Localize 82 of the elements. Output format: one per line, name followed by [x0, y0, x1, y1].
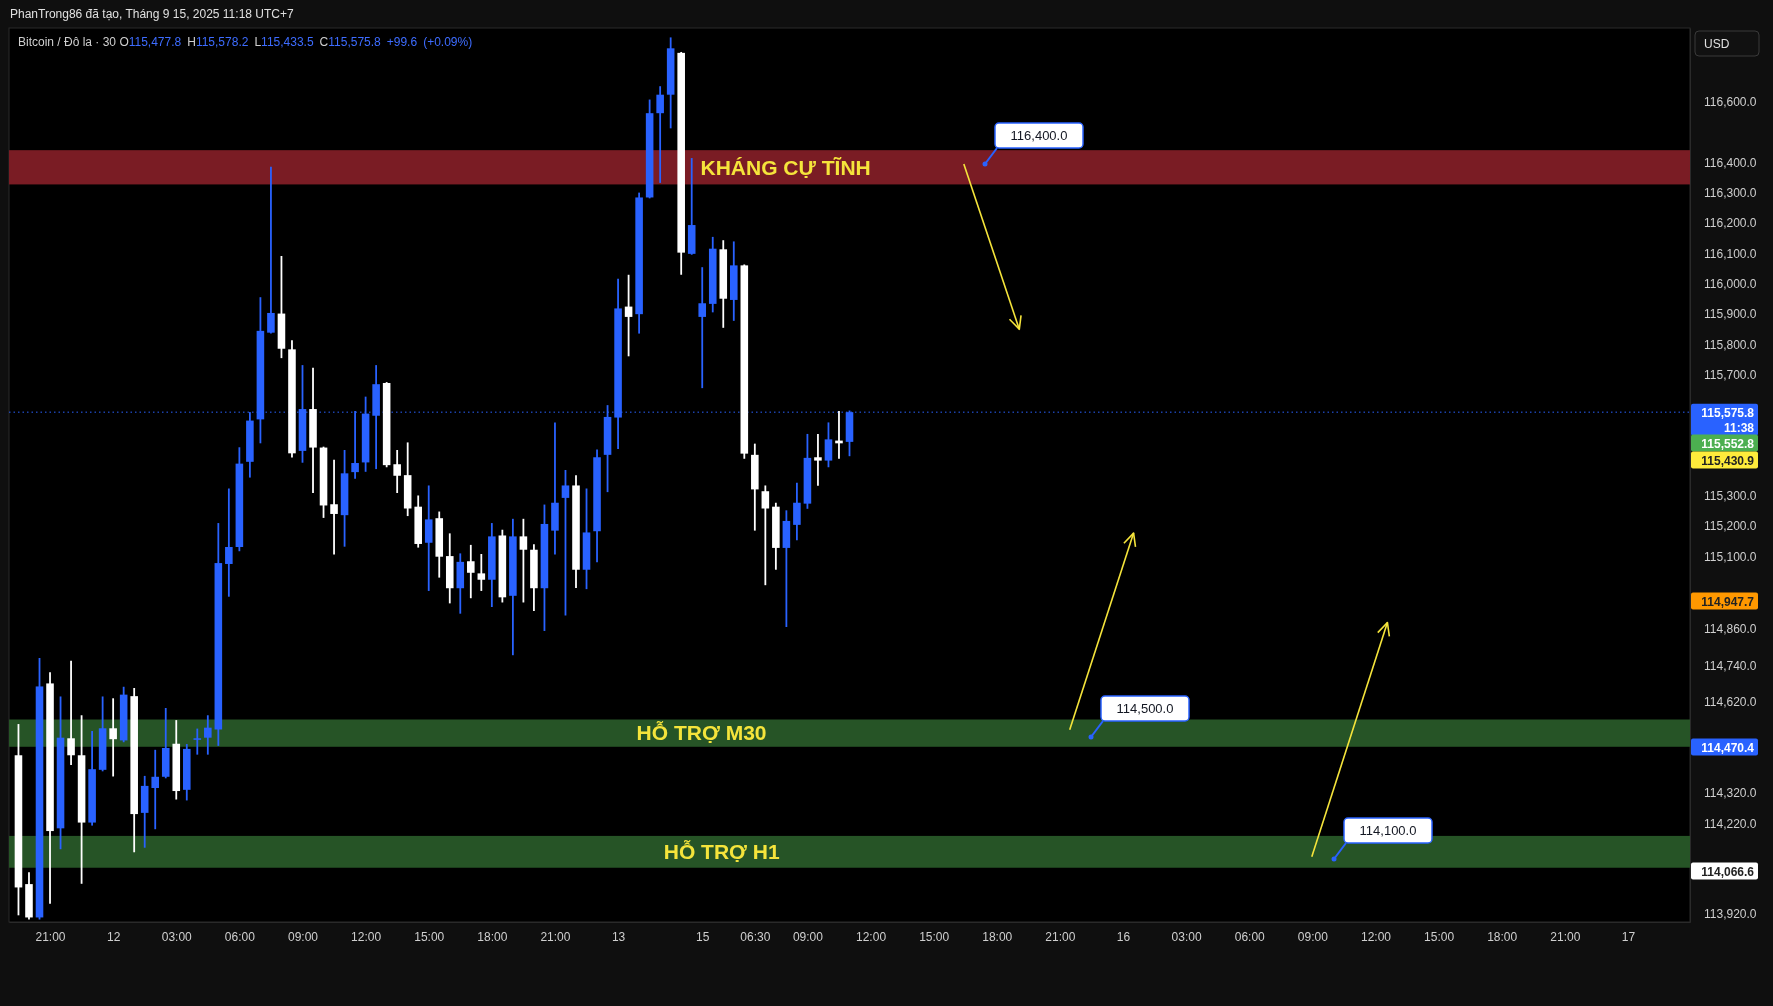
x-tick-label: 06:30 [740, 929, 771, 944]
y-tick-label: 114,620.0 [1704, 695, 1757, 710]
y-tick-label: 114,860.0 [1704, 622, 1757, 637]
text: 115,552.8 [1701, 436, 1755, 451]
x-tick-label: 06:00 [1234, 929, 1266, 944]
x-tick-label: 18:00 [1487, 929, 1518, 944]
candlestick [698, 267, 707, 389]
text: 114,947.7 [1701, 594, 1755, 609]
x-tick-label: 12:00 [856, 929, 887, 944]
y-tick-label: 115,200.0 [1704, 519, 1757, 534]
x-tick-label: 18:00 [982, 929, 1013, 944]
annotation: 114,100.0 [1359, 823, 1417, 838]
candlestick [225, 488, 233, 597]
y-tick-label: 114,220.0 [1704, 816, 1757, 831]
y-tick-label: 116,200.0 [1704, 216, 1757, 231]
x-tick-label: 18:00 [477, 929, 508, 944]
candlestick [67, 660, 75, 765]
band-label: HỖ TRỢ H1 [663, 840, 781, 864]
x-tick-label: 09:00 [1297, 929, 1329, 944]
x-tick-label: 03:00 [1171, 929, 1202, 944]
x-tick-label: 12:00 [1360, 929, 1392, 944]
candlestick [561, 470, 570, 616]
annotation: 114,500.0 [1116, 701, 1174, 716]
y-tick-label: 115,300.0 [1704, 489, 1757, 504]
x-tick-label: 03:00 [161, 929, 193, 944]
x-tick-label: 15:00 [919, 929, 950, 944]
y-tick-label: 116,100.0 [1704, 246, 1757, 261]
candlestick [656, 86, 664, 183]
candlestick [477, 553, 486, 591]
candlestick [204, 715, 212, 755]
y-tick-label: 114,320.0 [1704, 786, 1757, 801]
candlestick [151, 749, 160, 830]
x-tick-label: 09:00 [792, 929, 824, 944]
currency-button: USD [1694, 30, 1760, 57]
x-tick-label: 12:00 [351, 929, 382, 944]
candlestick [393, 450, 401, 494]
band-label: HỖ TRỢ M30 [636, 721, 767, 745]
text: 114,066.6 [1701, 864, 1755, 879]
annotation: 116,400.0 [1010, 128, 1068, 143]
x-tick-label: 16 [1116, 929, 1131, 944]
text: PhanTrong86 đã tạo, Tháng 9 15, 2025 11:18 UTC+7 [10, 7, 294, 21]
text: Bitcoin / Đô la · 30 [18, 35, 120, 49]
y-tick-label: 115,900.0 [1704, 307, 1757, 322]
text: 114,470.4 [1701, 740, 1755, 755]
candlestick [814, 433, 822, 486]
candlestick [267, 166, 275, 334]
ref-line-label: 115,575.8 [1701, 405, 1755, 420]
candlestick [624, 274, 633, 357]
candlestick [193, 728, 202, 755]
x-tick-label: 13 [611, 929, 626, 944]
candlestick [793, 482, 801, 541]
x-tick-label: 15 [696, 929, 710, 944]
y-tick-label: 113,920.0 [1704, 907, 1757, 922]
candlestick [467, 544, 475, 599]
text: 11:38 [1723, 420, 1755, 435]
x-tick-label: 17 [1621, 929, 1636, 944]
y-tick-label: 115,800.0 [1704, 337, 1757, 352]
candlestick [519, 518, 528, 603]
candlestick [424, 485, 433, 591]
y-tick-label: 116,600.0 [1704, 95, 1757, 110]
y-tick-label: 116,400.0 [1704, 155, 1757, 170]
x-tick-label: 15:00 [1424, 929, 1455, 944]
x-tick-label: 12 [106, 929, 121, 944]
x-tick-label: 21:00 [35, 929, 66, 944]
y-tick-label: 115,700.0 [1704, 367, 1757, 382]
y-tick-label: 116,300.0 [1704, 185, 1757, 200]
y-tick-label: 116,000.0 [1704, 276, 1757, 291]
y-tick-label: 114,740.0 [1704, 658, 1757, 673]
x-tick-label: 21:00 [1045, 929, 1076, 944]
band-label: KHÁNG CỰ TĨNH [700, 155, 871, 179]
candlestick [824, 422, 833, 468]
x-tick-label: 21:00 [540, 929, 571, 944]
x-tick-label: 09:00 [287, 929, 319, 944]
text: 115,430.9 [1701, 453, 1755, 468]
x-tick-label: 15:00 [414, 929, 445, 944]
x-tick-label: 21:00 [1550, 929, 1581, 944]
candlestick [330, 459, 338, 555]
y-tick-label: 115,100.0 [1704, 549, 1757, 564]
x-tick-label: 06:00 [224, 929, 256, 944]
text: O115,477.8 H115,578.2 L115,433.5 C115,575.8 +99.6 (+0.09%) [119, 35, 473, 49]
candlestick [761, 485, 770, 586]
candlestick [109, 698, 117, 777]
